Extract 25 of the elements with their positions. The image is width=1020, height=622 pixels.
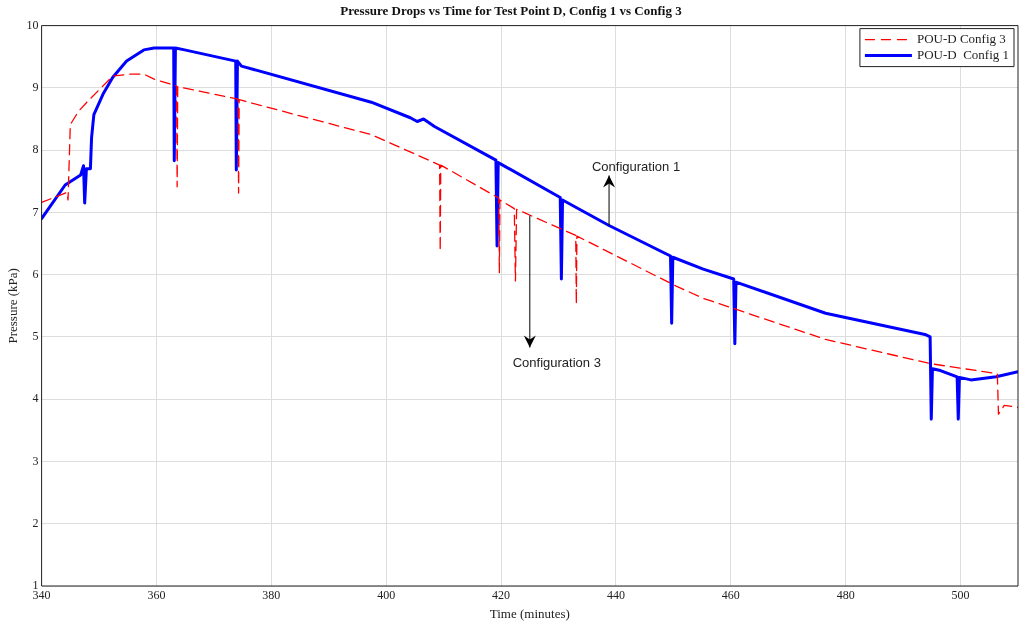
y-tick-label: 5 xyxy=(32,329,39,344)
y-tick-label: 9 xyxy=(32,80,39,95)
x-tick-label: 460 xyxy=(721,588,740,603)
y-tick-label: 2 xyxy=(32,515,39,530)
x-tick-label: 420 xyxy=(492,588,511,603)
x-tick-label: 360 xyxy=(147,588,166,603)
legend-label: POU-D Config 3 xyxy=(916,31,1006,47)
x-tick-label: 380 xyxy=(262,588,281,603)
chart-title: Pressure Drops vs Time for Test Point D, Config 1 vs Config 3 xyxy=(340,3,683,19)
y-tick-label: 4 xyxy=(32,391,39,406)
y-axis-title: Pressure (kPa) xyxy=(5,268,21,344)
annotation: Configuration 3 xyxy=(512,355,601,371)
y-tick-label: 8 xyxy=(32,142,39,157)
y-tick-label: 7 xyxy=(32,204,39,219)
x-tick-label: 480 xyxy=(836,588,855,603)
x-tick-label: 400 xyxy=(377,588,396,603)
x-axis-title: Time (minutes) xyxy=(489,605,570,621)
legend-label: POU-D Config 1 xyxy=(916,47,1010,63)
x-tick-label: 440 xyxy=(606,588,625,603)
y-tick-label: 10 xyxy=(26,17,39,32)
y-tick-label: 3 xyxy=(32,453,39,468)
x-tick-label: 340 xyxy=(32,588,51,603)
annotation: Configuration 1 xyxy=(591,159,681,175)
x-tick-label: 500 xyxy=(951,588,970,603)
y-tick-label: 6 xyxy=(32,266,39,281)
